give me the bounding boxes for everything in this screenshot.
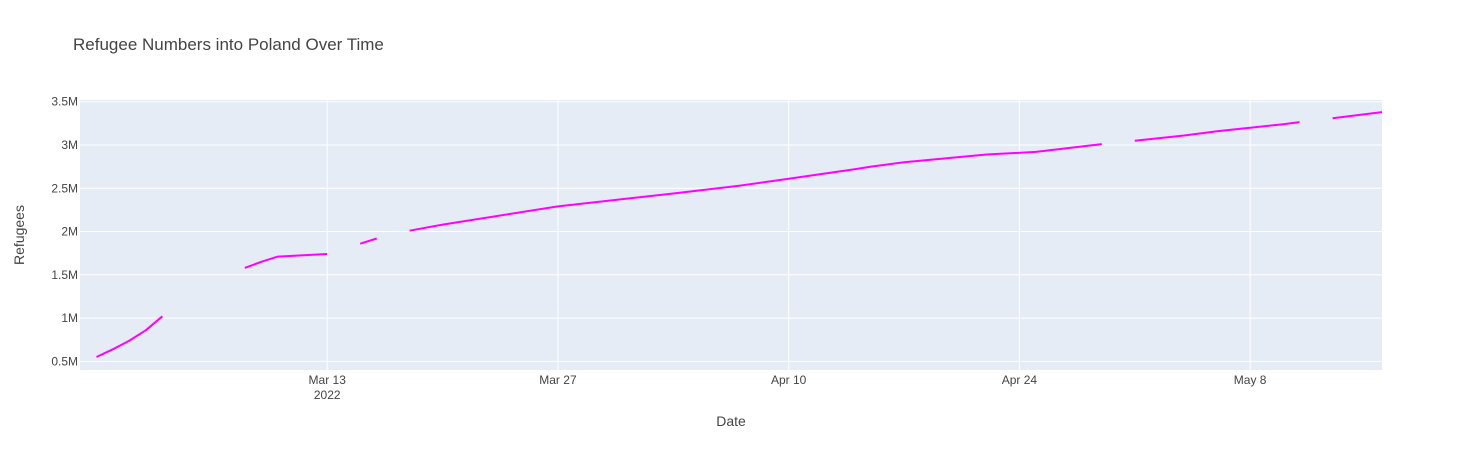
series-line-segment: [1134, 121, 1300, 142]
series-line-segment: [409, 143, 1102, 232]
y-tick-label: 2M: [61, 225, 78, 239]
series-line-segment: [96, 315, 164, 358]
series-line-segment: [1332, 111, 1383, 120]
series-line-segment: [244, 253, 328, 269]
y-tick-label: 0.5M: [51, 354, 78, 368]
y-tick-label: 2.5M: [51, 181, 78, 195]
chart-title: Refugee Numbers into Poland Over Time: [73, 35, 384, 54]
x-axis-title: Date: [716, 413, 746, 429]
y-tick-label: 3.5M: [51, 95, 78, 109]
x-tick-label: Apr 24: [1002, 373, 1038, 387]
x-tick-label: Mar 13: [309, 373, 347, 387]
series-lines: [96, 111, 1383, 358]
y-tick-label: 1.5M: [51, 268, 78, 282]
x-tick-label: Apr 10: [771, 373, 807, 387]
grid-lines: [80, 100, 1382, 370]
plot-area: [80, 100, 1382, 370]
y-axis-ticks: 0.5M 1M 1.5M 2M 2.5M 3M 3.5M: [51, 95, 78, 369]
x-tick-label: May 8: [1234, 373, 1267, 387]
series-line-segment: [359, 237, 378, 245]
y-tick-label: 3M: [61, 138, 78, 152]
x-tick-label: Mar 27: [539, 373, 577, 387]
y-axis-title: Refugees: [11, 205, 27, 265]
y-tick-label: 1M: [61, 311, 78, 325]
x-tick-sublabel: 2022: [314, 388, 341, 402]
